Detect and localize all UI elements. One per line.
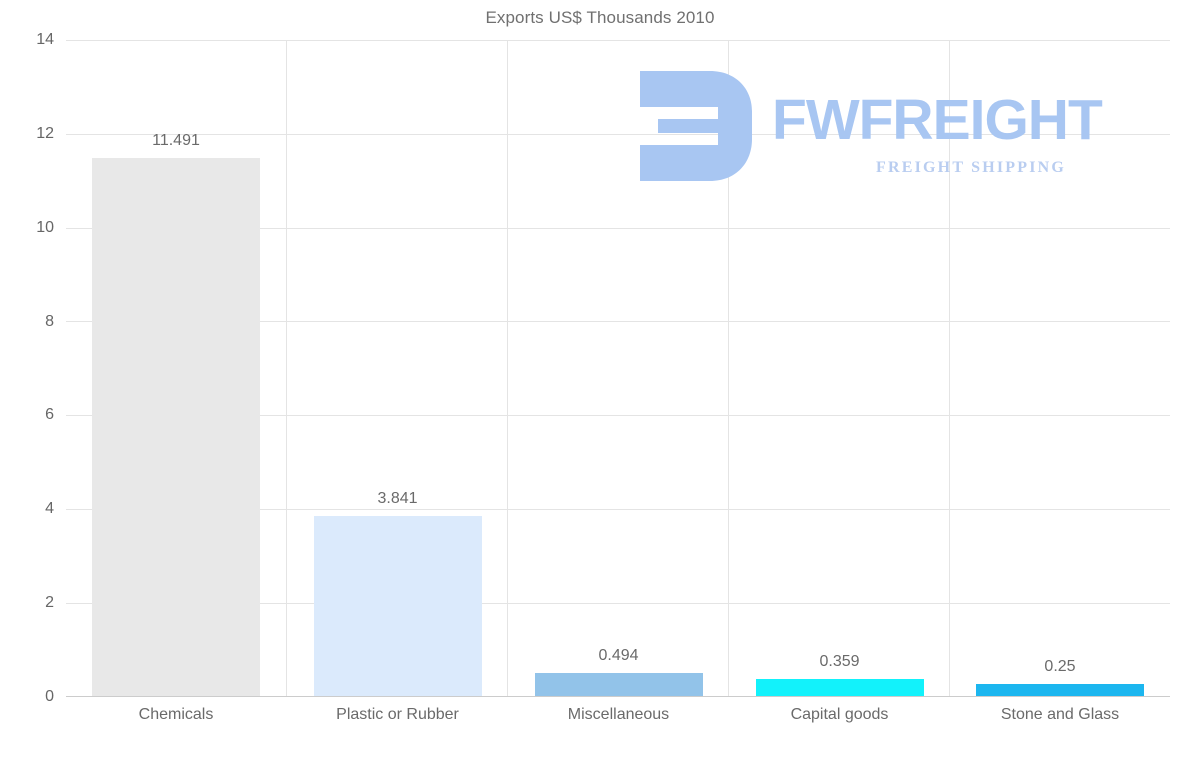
bar[interactable]: [534, 672, 703, 696]
bar[interactable]: [976, 684, 1144, 696]
gridline-vertical: [286, 40, 287, 697]
gridline-horizontal: [66, 415, 1170, 416]
y-tick-label: 14: [36, 31, 54, 48]
x-tick-label: Chemicals: [138, 706, 214, 723]
x-tick-label: Plastic or Rubber: [336, 706, 459, 723]
gridline-horizontal: [66, 134, 1170, 135]
y-tick-label: 6: [45, 406, 54, 423]
bar-group: 3.841: [287, 40, 508, 696]
bar-value-label: 3.841: [377, 490, 418, 508]
y-tick-label: 0: [45, 688, 54, 705]
y-tick-label: 12: [36, 125, 54, 142]
chart-title: Exports US$ Thousands 2010: [485, 8, 715, 27]
gridline-vertical: [507, 40, 508, 697]
bar-value-label: 0.359: [819, 653, 860, 671]
y-tick-label: 8: [45, 313, 54, 330]
gridline-vertical: [949, 40, 950, 697]
gridline-vertical: [728, 40, 729, 697]
bar[interactable]: [313, 516, 482, 696]
y-tick-label: 10: [36, 219, 54, 236]
plot-area: 11.491 3.841 0.494 0.359 0.25: [66, 40, 1170, 697]
gridline-horizontal: [66, 509, 1170, 510]
y-tick-label: 2: [45, 594, 54, 611]
gridline-horizontal: [66, 603, 1170, 604]
bar-value-label: 11.491: [152, 131, 200, 149]
gridline-horizontal: [66, 40, 1170, 41]
bar[interactable]: [755, 679, 924, 696]
x-axis-line: [66, 696, 1170, 697]
bar-group: 0.359: [729, 40, 950, 696]
gridline-horizontal: [66, 321, 1170, 322]
bar-group: 11.491: [66, 40, 286, 696]
y-tick-label: 4: [45, 500, 54, 517]
bar-value-label: 0.494: [598, 646, 639, 664]
bar-group: 0.494: [508, 40, 729, 696]
x-tick-label: Stone and Glass: [1000, 706, 1120, 723]
bar-value-label: 0.25: [1044, 658, 1076, 676]
gridline-horizontal: [66, 228, 1170, 229]
bar-group: 0.25: [950, 40, 1170, 696]
x-tick-label: Capital goods: [790, 706, 889, 723]
x-tick-label: Miscellaneous: [567, 706, 670, 723]
bars-layer: 11.491 3.841 0.494 0.359 0.25: [66, 40, 1170, 697]
bar[interactable]: [92, 157, 260, 696]
